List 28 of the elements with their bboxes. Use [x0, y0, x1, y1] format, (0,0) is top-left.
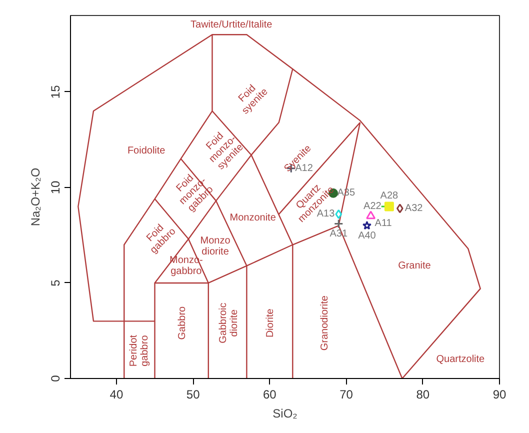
y-tick-label: 10 [48, 180, 62, 194]
annotation: Peridot gabbro [128, 334, 150, 367]
annotation: Monzonite [230, 212, 276, 224]
y-axis-title: Na₂O+K₂O [28, 168, 42, 226]
x-axis-title: SiO₂ [272, 406, 298, 420]
x-tick-label: 80 [416, 388, 430, 402]
y-tick-label: 5 [48, 279, 62, 286]
annotation: Gabbro [176, 306, 188, 340]
annotation: Foidolite [127, 146, 166, 157]
annotation: Granodiorite [319, 295, 330, 351]
annotation: Monzo diorite [200, 236, 231, 258]
y-tick-label: 0 [48, 374, 62, 382]
x-tick-label: 70 [340, 388, 354, 402]
annotation: Gabbroic diorite [218, 302, 240, 344]
x-tick-label: 50 [186, 388, 200, 402]
x-tick-label: 40 [110, 388, 124, 402]
x-tick-label: 90 [492, 388, 506, 402]
series-label: A22 [364, 201, 382, 212]
annotation: Diorite [264, 308, 276, 338]
annotation: Tawite/Urtite/Italite [190, 20, 273, 31]
series-label: A32 [404, 202, 424, 214]
annotation: Granite [398, 260, 432, 272]
series-label: A11 [374, 218, 392, 230]
series-label: A40 [358, 230, 376, 242]
x-tick-label: 60 [263, 388, 277, 402]
series-label: A28 [380, 190, 399, 202]
y-tick-label: 15 [48, 84, 62, 99]
annotation: Quartzolite [436, 354, 486, 365]
